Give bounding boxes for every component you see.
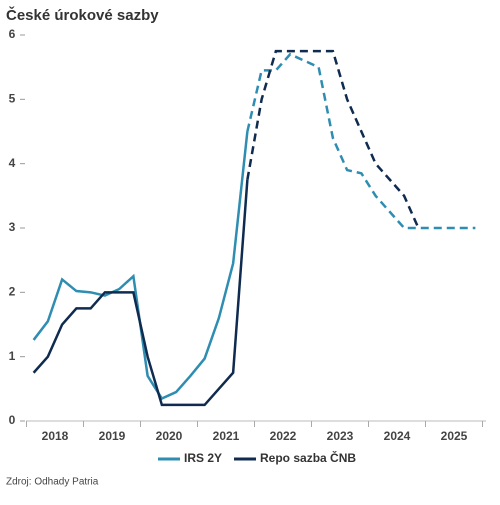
x-tick-label: 2024	[384, 429, 411, 443]
line-forecast	[246, 52, 476, 230]
y-tick-label: 2	[9, 285, 16, 299]
y-tick-label: 0	[9, 413, 16, 427]
y-tick-label: 3	[9, 220, 16, 234]
y-tick-label: 6	[9, 27, 16, 41]
x-tick-label: 2022	[270, 429, 297, 443]
x-tick-label: 2021	[213, 429, 240, 443]
source: Zdroj: Odhady Patria	[6, 477, 99, 488]
line-forecast	[246, 49, 420, 229]
legend-label: IRS 2Y	[184, 451, 222, 465]
line	[32, 131, 249, 401]
x-tick-label: 2020	[156, 429, 183, 443]
chart-title: České úrokové sazby	[6, 6, 159, 24]
line	[32, 179, 249, 407]
legend-label: Repo sazba ČNB	[260, 450, 356, 465]
x-tick-label: 2025	[441, 429, 468, 443]
y-tick-label: 4	[9, 156, 16, 170]
x-tick-label: 2023	[327, 429, 354, 443]
x-tick-label: 2019	[99, 429, 126, 443]
y-tick-label: 1	[9, 349, 16, 363]
x-tick-label: 2018	[42, 429, 69, 443]
y-tick-label: 5	[9, 92, 16, 106]
